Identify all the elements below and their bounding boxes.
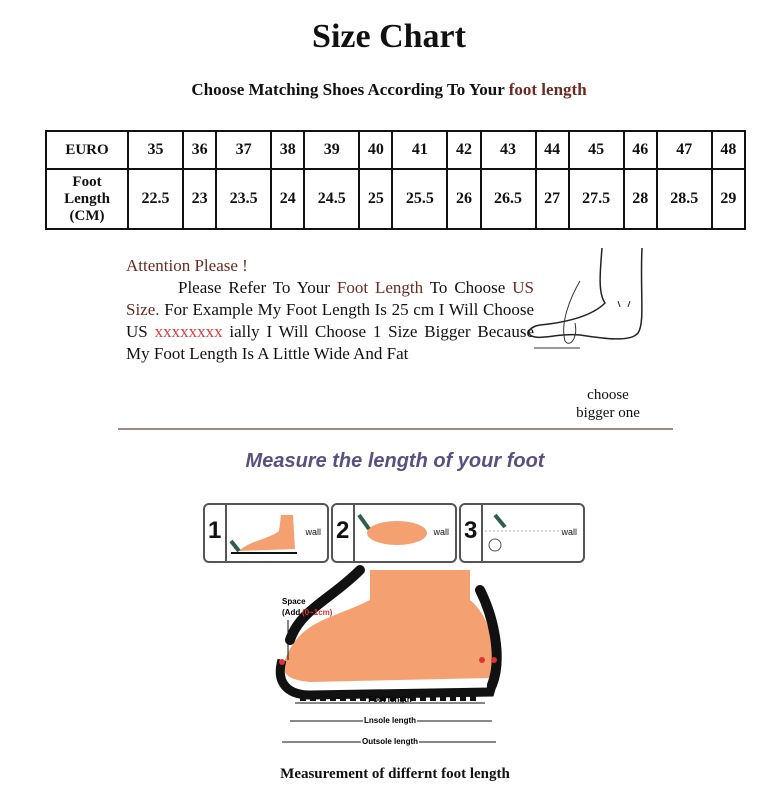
attention-heading: Attention Please !: [126, 256, 248, 275]
subtitle-highlight: foot length: [508, 80, 587, 99]
foot-side-icon: [229, 515, 297, 554]
hdr-line: (CM): [69, 207, 105, 224]
foot-top-icon: [357, 513, 427, 545]
foot-length-cell: 27.5: [567, 168, 625, 230]
euro-cell: 43: [479, 130, 537, 170]
outsole-length-label: Outsole length: [362, 737, 418, 746]
attention-body: Please Refer To Your Foot Length To Choo…: [126, 277, 534, 365]
euro-cell: 41: [391, 130, 449, 170]
step-number: 1: [208, 517, 222, 544]
measure-step-1: 1 wall: [203, 503, 329, 563]
t: US Size.: [126, 278, 534, 319]
foot-length-cell: 23.5: [215, 168, 273, 230]
hdr-line: Foot: [72, 173, 102, 190]
foot-length-label: Foot length: [368, 695, 412, 704]
subtitle: Choose Matching Shoes According To Your …: [0, 80, 778, 100]
foot-length-cell: 29: [710, 168, 747, 230]
foot-length-cell: 25: [358, 168, 394, 230]
euro-row: EURO 35 36 37 38 39 40 41 42 43 44 45 46 47 48: [45, 130, 747, 170]
foot-length-cell: 22.5: [126, 168, 185, 230]
step-separator: [481, 505, 483, 561]
page-title: Size Chart: [312, 18, 466, 55]
t: Foot Length: [336, 278, 424, 297]
space-label: Space: [282, 597, 306, 606]
t: ially I Will Choose 1 Size Bigger Becaus…: [126, 322, 535, 363]
foot-length-cell: 24.5: [303, 168, 361, 230]
caption: Measurement of differnt foot length: [280, 766, 510, 782]
euro-cell: 36: [182, 130, 218, 170]
euro-cell: 47: [655, 130, 713, 170]
t: bigger one: [576, 405, 640, 421]
euro-cell: 38: [270, 130, 306, 170]
euro-header: EURO: [45, 130, 129, 170]
measure-step-3: 3 wall: [459, 503, 585, 563]
foot-length-cell: 26.5: [479, 168, 537, 230]
euro-cell: 48: [710, 130, 747, 170]
foot-sketch-icon: [528, 247, 643, 349]
euro-cell: 46: [622, 130, 658, 170]
t: For Example My Foot Length Is 25 cm I Wi…: [126, 300, 534, 341]
euro-cell: 37: [215, 130, 273, 170]
t: To Choose: [423, 278, 513, 297]
t: Please Refer To Your: [178, 278, 337, 297]
measure-mark-icon: [485, 513, 561, 552]
euro-cell: 45: [567, 130, 625, 170]
wall-label: wall: [305, 527, 321, 537]
hdr-line: Length: [64, 190, 110, 207]
insole-length-label: Lnsole length: [364, 716, 416, 725]
foot-length-cell: 28: [622, 168, 658, 230]
euro-cell: 42: [446, 130, 482, 170]
t: choose: [587, 387, 629, 403]
step-number: 3: [464, 517, 478, 544]
attention-note: Attention Please ! Please Refer To Your …: [126, 255, 534, 365]
foot-length-header: Foot Length (CM): [45, 168, 129, 230]
step-separator: [353, 505, 355, 561]
step-number: 2: [336, 517, 350, 544]
wall-label: wall: [433, 527, 449, 537]
wall-label: wall: [561, 527, 577, 537]
t: xxxxxxxx: [154, 322, 223, 341]
foot-length-cell: 27: [534, 168, 570, 230]
foot-length-cell: 23: [182, 168, 218, 230]
foot-length-cell: 28.5: [655, 168, 713, 230]
measure-step-2: 2 wall: [331, 503, 457, 563]
euro-cell: 40: [358, 130, 394, 170]
choose-bigger-label: choose bigger one: [560, 386, 656, 422]
euro-cell: 44: [534, 130, 570, 170]
foot-length-cell: 25.5: [391, 168, 449, 230]
foot-length-row: Foot Length (CM) 22.5 23 23.5 24 24.5 25 25.5 26 2…: [45, 168, 747, 230]
measure-title: Measure the length of your foot: [245, 450, 545, 472]
shoe-measurement-diagram: Space (Add (0~1cm) Foot length Lnsole le…: [275, 565, 502, 748]
subtitle-text: Choose Matching Shoes According To Your: [191, 80, 509, 99]
euro-cell: 39: [303, 130, 361, 170]
size-table: EURO 35 36 37 38 39 40 41 42 43 44 45 46 47 48 Foot Le…: [45, 130, 747, 230]
step-separator: [225, 505, 227, 561]
foot-length-cell: 24: [270, 168, 306, 230]
euro-cell: 35: [126, 130, 185, 170]
foot-length-cell: 26: [446, 168, 482, 230]
divider: [118, 428, 673, 430]
add-label: (Add: [282, 608, 300, 617]
add-value: (0~1cm): [302, 608, 333, 617]
